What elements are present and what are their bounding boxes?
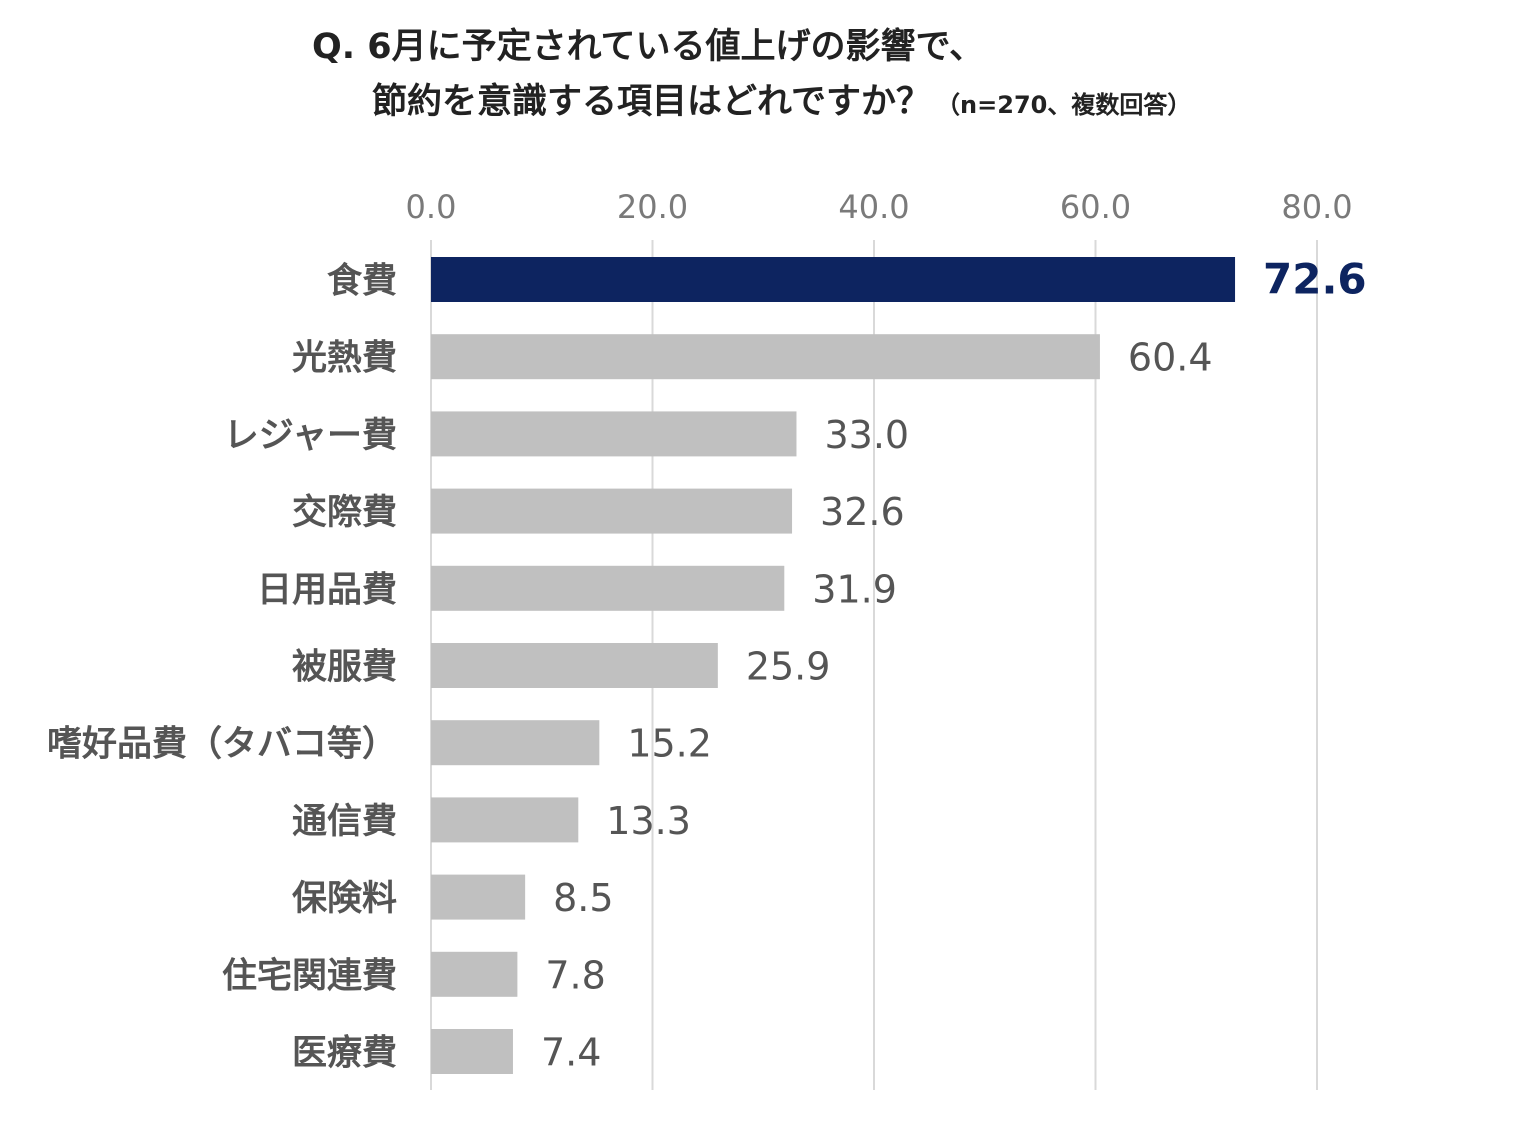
value-label: 33.0: [824, 413, 909, 457]
x-tick-label: 40.0: [838, 188, 909, 226]
bar-10: [431, 951, 518, 997]
category-label: 医療費: [292, 1034, 397, 1074]
bars: [431, 257, 1236, 1074]
category-label: 被服費: [292, 648, 397, 688]
value-label: 7.4: [541, 1031, 601, 1075]
value-labels: 72.6 60.4 33.0 32.6 31.9 25.9 15.2 13.3 8.5 7.8 7.…: [541, 255, 1367, 1075]
chart-title-line2: 節約を意識する項目はどれですか？: [372, 82, 931, 122]
bar-3: [431, 411, 797, 457]
bar-9: [431, 874, 526, 920]
gridlines: [430, 240, 1318, 1090]
bar-4: [431, 488, 793, 534]
category-label: 嗜好品費（タバコ等）: [47, 725, 397, 765]
x-axis-ticks: 0.0 20.0 40.0 60.0 80.0: [406, 188, 1353, 226]
bar-1: [431, 257, 1236, 302]
value-label: 31.9: [812, 567, 897, 611]
value-label: 32.6: [820, 490, 905, 534]
x-tick-label: 60.0: [1060, 188, 1131, 226]
category-label: 食費: [327, 261, 397, 302]
category-label: 通信費: [292, 802, 397, 842]
bar-6: [431, 643, 718, 688]
category-label: 住宅関連費: [222, 955, 397, 996]
value-label: 25.9: [746, 645, 831, 689]
category-label: 日用品費: [257, 570, 397, 610]
x-tick-label: 80.0: [1281, 188, 1352, 226]
chart-title-line1: Q. 6月に予定されている値上げの影響で、: [312, 26, 984, 67]
chart-title-note: （n=270、複数回答）: [936, 91, 1191, 119]
bar-2: [431, 334, 1100, 380]
x-tick-label: 20.0: [617, 188, 688, 226]
x-tick-label: 0.0: [406, 188, 457, 226]
value-label: 13.3: [606, 799, 691, 843]
value-label: 15.2: [627, 722, 712, 766]
category-label: 交際費: [292, 492, 397, 533]
bar-5: [431, 565, 785, 611]
category-label: レジャー費: [224, 416, 397, 456]
value-label: 7.8: [545, 953, 605, 997]
bar-8: [431, 797, 579, 843]
value-label: 8.5: [553, 876, 613, 920]
category-label: 光熱費: [292, 339, 397, 379]
value-label: 60.4: [1128, 336, 1213, 380]
chart-title-line2-wrap: 節約を意識する項目はどれですか？ （n=270、複数回答）: [372, 82, 1191, 122]
bar-7: [431, 720, 600, 766]
bar-11: [431, 1029, 513, 1074]
value-label: 72.6: [1263, 255, 1367, 304]
category-label: 保険料: [292, 879, 397, 919]
